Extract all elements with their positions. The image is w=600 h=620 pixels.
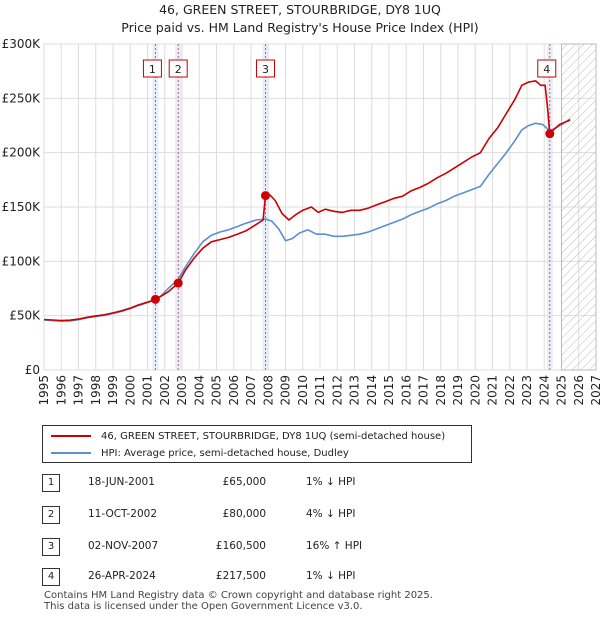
transaction-price: £217,500 — [215, 570, 266, 582]
x-tick-label: 2004 — [192, 375, 206, 406]
transaction-hpi-change: 16% ↑ HPI — [306, 540, 363, 552]
x-tick-label: 2002 — [158, 375, 172, 406]
legend-swatch-hpi — [51, 452, 91, 454]
transaction-hpi-change: 1% ↓ HPI — [306, 476, 356, 488]
y-tick-label: £100K — [2, 254, 42, 268]
transaction-badge: 4 — [42, 568, 60, 586]
x-tick-label: 2009 — [279, 375, 293, 406]
transaction-point — [545, 129, 555, 139]
x-tick-label: 2012 — [330, 375, 344, 406]
transaction-number-box — [255, 59, 275, 78]
x-tick-label: 2025 — [555, 375, 569, 406]
transaction-date: 02-NOV-2007 — [88, 540, 159, 552]
transaction-point — [173, 278, 183, 288]
transaction-price: £80,000 — [222, 508, 266, 520]
transaction-number-label: 2 — [175, 63, 182, 76]
y-tick-label: £0 — [25, 363, 40, 377]
x-tick-label: 2016 — [399, 375, 413, 406]
transaction-badge: 3 — [42, 538, 60, 556]
y-tick-label: £150K — [2, 200, 42, 214]
x-tick-label: 2003 — [175, 375, 189, 406]
x-tick-label: 1995 — [37, 375, 51, 406]
property-price-line — [44, 80, 571, 322]
transaction-point — [150, 294, 160, 304]
transaction-markers: 1 2 3 4 — [142, 59, 557, 304]
transaction-date: 11-OCT-2002 — [88, 508, 157, 520]
x-tick-label: 2020 — [468, 375, 482, 406]
transaction-number-box — [142, 59, 162, 78]
x-tick-label: 2024 — [537, 375, 551, 406]
y-axis-labels: £0 £50K £100K £150K £200K £250K £300K — [2, 37, 42, 377]
x-tick-label: 2000 — [123, 375, 137, 406]
y-tick-label: £50K — [9, 309, 41, 323]
legend: 46, GREEN STREET, STOURBRIDGE, DY8 1UQ (… — [42, 425, 472, 463]
transaction-date: 18-JUN-2001 — [88, 476, 155, 488]
x-tick-label: 1999 — [106, 375, 120, 406]
legend-swatch-property — [51, 435, 91, 437]
transaction-number-label: 3 — [262, 63, 269, 76]
x-tick-label: 2023 — [520, 375, 534, 406]
transaction-number-box — [168, 59, 188, 78]
transaction-number-label: 1 — [149, 63, 156, 76]
transaction-band — [546, 44, 553, 370]
transaction-hpi-change: 4% ↓ HPI — [306, 508, 356, 520]
footer-licence: This data is licensed under the Open Gov… — [44, 601, 363, 612]
footer: Contains HM Land Registry data © Crown c… — [44, 590, 433, 612]
series-lines — [44, 80, 571, 322]
x-tick-label: 2001 — [141, 375, 155, 406]
legend-label-hpi: HPI: Average price, semi-detached house,… — [101, 447, 349, 459]
chart-subtitle: Price paid vs. HM Land Registry's House … — [121, 20, 479, 35]
transaction-number-label: 4 — [543, 63, 550, 76]
x-tick-label: 2006 — [227, 375, 241, 406]
x-tick-label: 2018 — [434, 375, 448, 406]
x-tick-label: 1997 — [72, 375, 86, 406]
x-tick-label: 2017 — [417, 375, 431, 406]
footer-copyright: Contains HM Land Registry data © Crown c… — [44, 590, 433, 601]
x-tick-label: 2026 — [572, 375, 586, 406]
x-tick-label: 2014 — [365, 375, 379, 406]
x-tick-label: 2027 — [589, 375, 600, 406]
x-tick-label: 2015 — [382, 375, 396, 406]
x-tick-label: 2019 — [451, 375, 465, 406]
transaction-price: £65,000 — [222, 476, 266, 488]
transaction-band — [262, 44, 269, 370]
x-tick-label: 2022 — [503, 375, 517, 406]
x-tick-label: 2007 — [244, 375, 258, 406]
x-tick-label: 2008 — [261, 375, 275, 406]
legend-item-hpi: HPI: Average price, semi-detached house,… — [51, 445, 349, 461]
forecast-region — [561, 43, 597, 371]
x-tick-label: 2021 — [486, 375, 500, 406]
transaction-date: 26-APR-2024 — [88, 570, 156, 582]
transaction-band — [152, 44, 159, 370]
x-tick-label: 1996 — [54, 375, 68, 406]
y-tick-label: £300K — [2, 37, 42, 51]
transaction-price: £160,500 — [215, 540, 266, 552]
price-chart: 1 2 3 4 £0 £50K £100K £150K £200K £250K £300K 199… — [2, 37, 600, 406]
transaction-band — [175, 44, 182, 370]
chart-title: 46, GREEN STREET, STOURBRIDGE, DY8 1UQ — [159, 2, 441, 17]
transaction-badge: 1 — [42, 474, 60, 492]
legend-label-property: 46, GREEN STREET, STOURBRIDGE, DY8 1UQ (… — [101, 430, 446, 442]
transaction-highlights — [152, 44, 553, 370]
y-tick-label: £250K — [2, 91, 42, 105]
transaction-hpi-change: 1% ↓ HPI — [306, 570, 356, 582]
x-tick-label: 2013 — [348, 375, 362, 406]
transaction-number-box — [537, 59, 557, 78]
x-tick-label: 2005 — [210, 375, 224, 406]
y-tick-label: £200K — [2, 146, 42, 160]
legend-item-property: 46, GREEN STREET, STOURBRIDGE, DY8 1UQ (… — [51, 428, 445, 444]
transaction-badge: 2 — [42, 506, 60, 524]
x-tick-label: 2011 — [313, 375, 327, 406]
transaction-point — [260, 191, 270, 201]
x-tick-label: 1998 — [89, 375, 103, 406]
x-tick-label: 2010 — [296, 375, 310, 406]
x-axis-labels: 1995 1996 1997 1998 1999 2000 2001 2002 2003 2004… — [37, 375, 600, 406]
